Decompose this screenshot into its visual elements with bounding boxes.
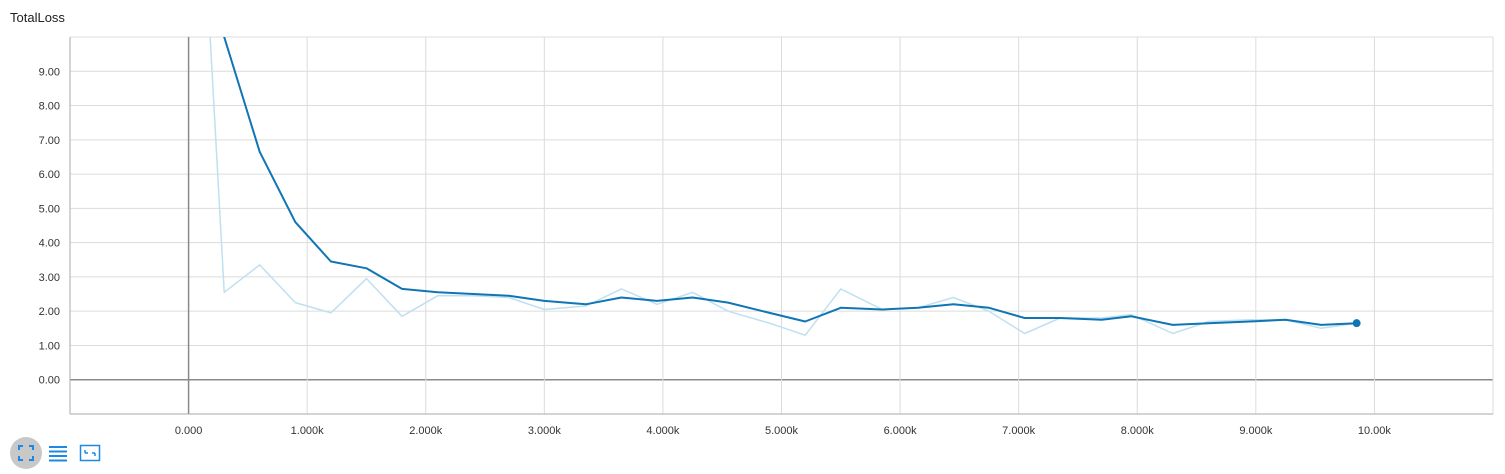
x-tick-label: 4.000k xyxy=(646,425,680,435)
last-point-marker xyxy=(1352,319,1361,328)
grid-lines xyxy=(70,36,1494,414)
y-tick-label: 0.00 xyxy=(39,375,60,387)
y-tick-label: 3.00 xyxy=(39,272,60,284)
series-line-raw xyxy=(209,37,1357,336)
y-tick-label: 6.00 xyxy=(39,169,60,181)
y-tick-label: 7.00 xyxy=(39,135,60,147)
x-tick-labels: 0.000 1.000k 2.000k 3.000k 4.000k 5.000k 6.000… xyxy=(175,425,1392,435)
x-tick-label: 1.000k xyxy=(291,425,325,435)
fit-domain-icon xyxy=(79,444,101,462)
y-tick-label: 1.00 xyxy=(39,340,60,352)
series-lines xyxy=(209,37,1361,336)
x-tick-label: 3.000k xyxy=(528,425,562,435)
axes xyxy=(69,37,1493,415)
x-tick-label: 5.000k xyxy=(765,425,799,435)
y-tick-labels: 0.00 1.00 2.00 3.00 4.00 5.00 6.00 7.00 8.00 9.00 xyxy=(39,66,60,386)
toggle-log-scale-button[interactable] xyxy=(42,437,74,469)
lines-icon xyxy=(49,446,67,462)
chart-title: TotalLoss xyxy=(10,10,65,25)
y-tick-label: 8.00 xyxy=(39,101,60,113)
x-tick-label: 6.000k xyxy=(884,425,918,435)
x-tick-label: 2.000k xyxy=(409,425,443,435)
x-tick-label: 0.000 xyxy=(175,425,203,435)
y-tick-label: 5.00 xyxy=(39,203,60,215)
x-tick-label: 7.000k xyxy=(1002,425,1036,435)
x-tick-label: 8.000k xyxy=(1121,425,1155,435)
y-tick-label: 9.00 xyxy=(39,66,60,78)
expand-chart-button[interactable] xyxy=(10,437,42,469)
chart-svg[interactable]: 0.00 1.00 2.00 3.00 4.00 5.00 6.00 7.00 8.00 9.00… xyxy=(0,0,1505,435)
chart-toolbar xyxy=(10,437,106,469)
series-line-smoothed xyxy=(223,37,1357,326)
y-tick-label: 2.00 xyxy=(39,306,60,318)
y-tick-label: 4.00 xyxy=(39,238,60,250)
x-tick-label: 10.00k xyxy=(1358,425,1392,435)
expand-icon xyxy=(18,445,34,461)
x-tick-label: 9.000k xyxy=(1239,425,1273,435)
fit-domain-button[interactable] xyxy=(74,437,106,469)
